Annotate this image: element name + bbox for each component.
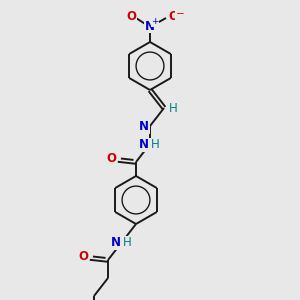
Text: O: O — [106, 152, 116, 166]
Text: O: O — [78, 250, 88, 263]
Text: −: − — [176, 9, 184, 19]
Text: H: H — [151, 139, 159, 152]
Text: H: H — [169, 103, 177, 116]
Text: O: O — [168, 11, 178, 23]
Text: N: N — [139, 121, 149, 134]
Text: O: O — [126, 11, 136, 23]
Text: N: N — [139, 139, 149, 152]
Text: N: N — [111, 236, 121, 250]
Text: N: N — [145, 20, 155, 32]
Text: H: H — [123, 236, 131, 250]
Text: +: + — [151, 17, 159, 26]
